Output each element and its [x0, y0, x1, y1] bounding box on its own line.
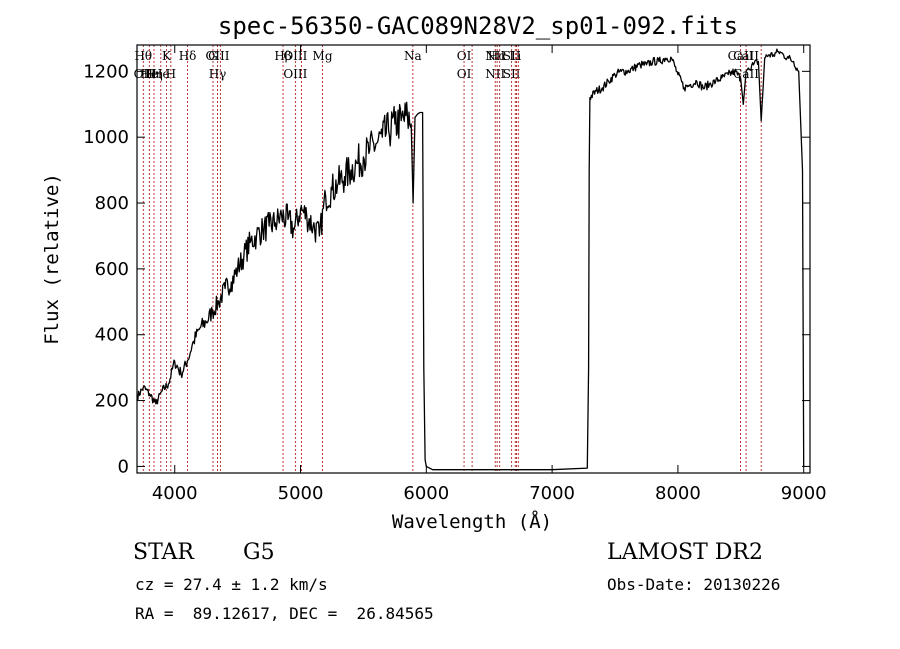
line-marker-label: Hδ [179, 49, 197, 63]
line-marker-label: NII [485, 67, 505, 81]
line-marker-label: CaII [728, 49, 754, 63]
observation-date: Obs-Date: 20130226 [607, 575, 781, 594]
plot-frame [136, 44, 811, 474]
line-marker-label: Hη [145, 67, 163, 81]
line-marker-label: OI [457, 49, 472, 63]
line-marker-label: Hβ [274, 49, 291, 63]
x-tick-label: 8000 [655, 483, 701, 504]
line-marker-label: Mg [313, 49, 333, 63]
y-tick-label: 400 [95, 325, 129, 346]
y-tick-label: 800 [95, 193, 129, 214]
x-tick-label: 7000 [529, 483, 575, 504]
line-marker-label: Hα [488, 49, 507, 63]
y-tick-label: 600 [95, 259, 129, 280]
x-tick-label: 9000 [781, 483, 827, 504]
coordinates: RA = 89.12617, DEC = 26.84565 [135, 604, 434, 623]
subclass: G5 [243, 540, 275, 565]
line-marker-label: K [162, 49, 172, 63]
line-marker-label: SII [503, 49, 521, 63]
line-marker-label: CaII [733, 49, 759, 63]
line-marker-label: NII [485, 49, 505, 63]
y-tick-label: 1200 [83, 61, 129, 82]
line-marker-label: OIII [205, 49, 229, 63]
x-tick-label: 6000 [403, 483, 449, 504]
line-marker-label: H [166, 67, 176, 81]
y-axis-label: Flux (relative) [41, 173, 63, 345]
flux-series-line [136, 48, 805, 471]
y-tick-label: 1000 [83, 127, 129, 148]
x-axis-label: Wavelength (Å) [392, 510, 552, 533]
line-marker-label: Na [404, 49, 422, 63]
line-marker-label: Hθ [134, 49, 152, 63]
line-marker-label: OIII [283, 49, 307, 63]
line-marker-label: OI [457, 67, 472, 81]
line-marker-label: Li [509, 49, 521, 63]
y-axis: 0 200 400 600 800 1000 1200 [83, 61, 810, 477]
line-marker-label: OIII [283, 67, 307, 81]
line-marker-label: Hγ [209, 67, 227, 81]
survey-name: LAMOST DR2 [607, 540, 763, 565]
line-marker-label: He [152, 67, 170, 81]
y-tick-label: 0 [118, 456, 129, 477]
line-marker-label: G [208, 49, 218, 63]
x-axis: 4000 5000 6000 7000 8000 9000 [152, 45, 827, 504]
x-tick-label: 5000 [278, 483, 324, 504]
x-tick-label: 4000 [152, 483, 198, 504]
redshift-cz: cz = 27.4 ± 1.2 km/s [135, 575, 328, 594]
object-class: STAR [133, 540, 194, 565]
line-marker-label: OII [134, 67, 154, 81]
y-tick-label: 200 [95, 391, 129, 412]
chart-title: spec-56350-GAC089N28V2_sp01-092.fits [218, 12, 738, 40]
